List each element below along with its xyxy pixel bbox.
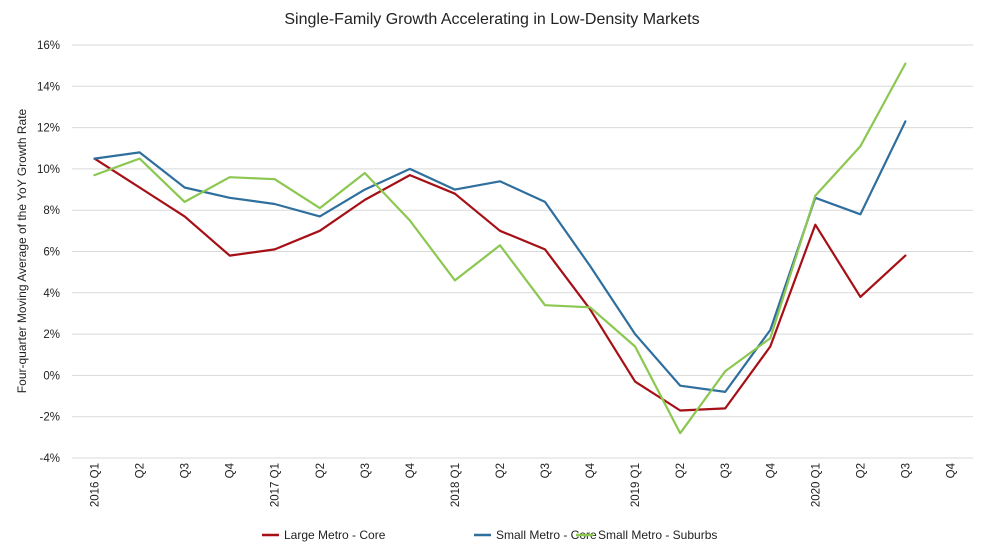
- x-tick-label: Q4: [585, 462, 597, 478]
- x-tick-label: 2017 Q1: [270, 463, 282, 507]
- y-tick-label: 14%: [37, 81, 60, 93]
- x-tick-label: Q2: [855, 463, 867, 478]
- x-tick-label: Q4: [765, 462, 777, 478]
- x-tick-label: Q4: [225, 462, 237, 478]
- x-tick-label: Q2: [495, 463, 507, 478]
- x-tick-label: Q4: [405, 462, 417, 478]
- gridlines: [72, 44, 973, 459]
- y-tick-label: 12%: [37, 123, 60, 135]
- chart-title: Single-Family Growth Accelerating in Low…: [284, 11, 699, 28]
- x-tick-label: 2016 Q1: [90, 463, 102, 507]
- x-axis-ticks: 2016 Q1 Q2 Q3 Q4 2017 Q1 Q2 Q3 Q4 2018 Q1 Q2 Q3 Q4 2…: [90, 462, 958, 507]
- y-tick-label: -2%: [40, 412, 60, 424]
- y-tick-label: 8%: [43, 205, 60, 217]
- x-tick-label: Q2: [135, 463, 147, 478]
- x-tick-label: Q3: [540, 463, 552, 478]
- y-axis-ticks: -4% -2% 0% 2% 4% 6% 8% 10% 12% 14% 16%: [37, 40, 60, 465]
- x-tick-label: 2020 Q1: [810, 463, 822, 507]
- y-tick-label: 2%: [43, 329, 60, 341]
- series-line-1: [93, 120, 907, 393]
- legend-label: Large Metro - Core: [284, 528, 386, 542]
- x-tick-label: Q3: [720, 463, 732, 478]
- y-tick-label: -4%: [40, 453, 60, 465]
- x-tick-label: Q4: [945, 462, 957, 478]
- x-tick-label: Q3: [360, 463, 372, 478]
- x-tick-label: Q2: [315, 463, 327, 478]
- series-lines: [93, 62, 907, 435]
- y-axis-label: Four-quarter Moving Average of the YoY G…: [15, 108, 29, 393]
- x-tick-label: 2019 Q1: [630, 463, 642, 507]
- y-tick-label: 10%: [37, 164, 60, 176]
- y-tick-label: 16%: [37, 40, 60, 52]
- y-tick-label: 6%: [43, 247, 60, 259]
- x-tick-label: Q2: [675, 463, 687, 478]
- x-tick-label: Q3: [900, 463, 912, 478]
- x-tick-label: Q3: [180, 463, 192, 478]
- series-line-2: [93, 62, 907, 435]
- x-tick-label: 2018 Q1: [450, 463, 462, 507]
- legend-label: Small Metro - Core: [496, 528, 597, 542]
- y-tick-label: 4%: [43, 288, 60, 300]
- y-tick-label: 0%: [43, 370, 60, 382]
- legend: Large Metro - Core Small Metro - Core Smal…: [262, 528, 717, 542]
- series-line-0: [93, 157, 907, 412]
- legend-label: Small Metro - Suburbs: [598, 528, 717, 542]
